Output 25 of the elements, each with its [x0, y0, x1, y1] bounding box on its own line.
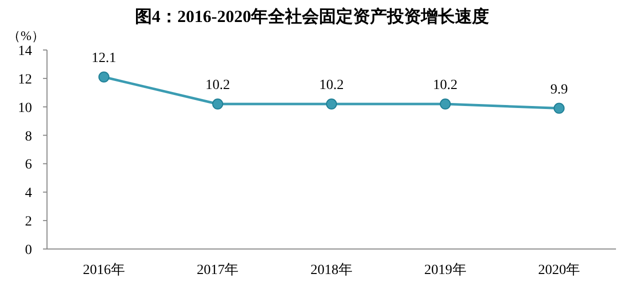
y-tick-label: 10 [18, 100, 32, 116]
point [98, 72, 110, 83]
point [554, 102, 565, 114]
y-tick-label: 6 [25, 158, 32, 173]
y-tick-label: 4 [25, 186, 32, 202]
data-label: 10.2 [205, 78, 230, 94]
data-label: 9.9 [550, 82, 568, 98]
y-axis-title: （%） [8, 28, 44, 43]
y-tick-label: 12 [18, 72, 32, 88]
data-label: 12.1 [92, 51, 116, 66]
point [440, 98, 451, 110]
y-tick-label: 8 [25, 129, 32, 144]
data-label: 10.2 [319, 78, 344, 94]
data-label: 10.2 [433, 78, 458, 94]
x-tick-label: 2019年 [424, 262, 466, 278]
point [212, 98, 224, 110]
point [326, 98, 337, 110]
x-tick-label: 2017年 [196, 262, 239, 278]
x-tick-label: 2020年 [538, 262, 580, 278]
y-tick-label: 2 [25, 214, 32, 230]
x-tick-label: 2018年 [310, 262, 352, 278]
y-tick-label: 14 [18, 44, 32, 59]
y-tick-label: 0 [25, 243, 32, 258]
chart-title: 图4：2016-2020年全社会固定资产投资增长速度 [134, 7, 490, 26]
x-tick-label: 2016年 [82, 262, 125, 278]
